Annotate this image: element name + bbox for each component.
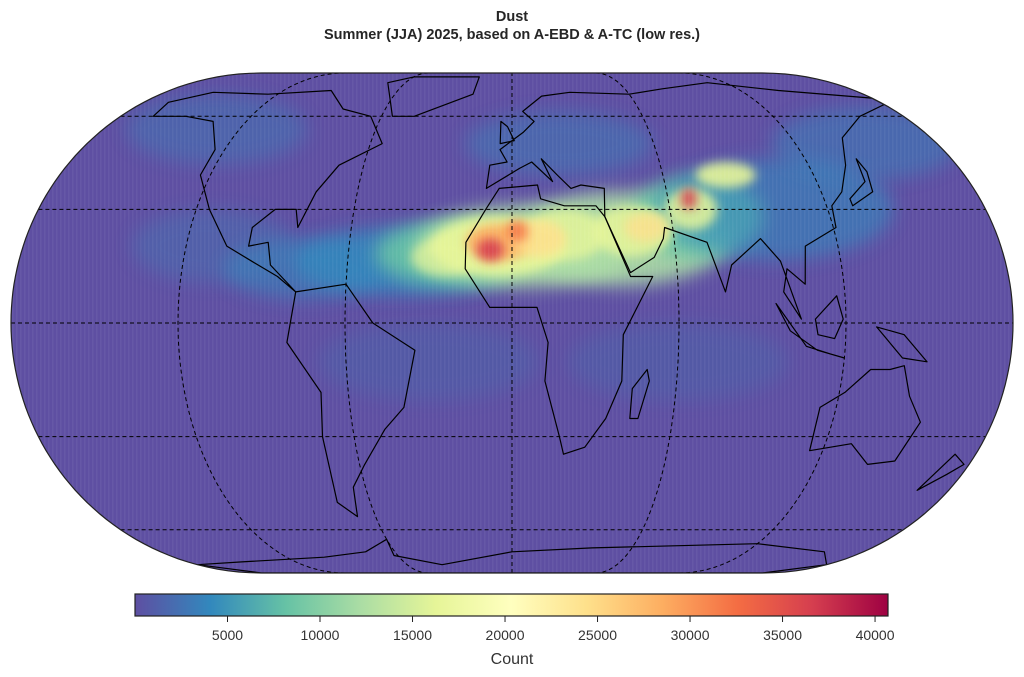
coastline-north-america [152,89,383,293]
coastline-antarctica [196,538,828,573]
coastline-south-america [286,283,416,518]
dust-count-map [10,72,1014,574]
coastline-madagascar [629,368,650,420]
figure-subtitle: Summer (JJA) 2025, based on A-EBD & A-TC… [323,27,700,43]
coastlines [152,76,965,573]
colorbar-tick-label: 25000 [578,627,617,643]
coastline-new-zealand [916,453,965,491]
colorbar-tick-label: 30000 [671,627,710,643]
colorbar-tick-label: 5000 [212,627,243,643]
colorbar-gradient [134,593,889,617]
coastline-australia [809,365,921,465]
coastline-japan [849,158,874,207]
coastline-eurasia [485,82,885,320]
colorbar-tick-label: 35000 [763,627,802,643]
figure-title: Dust [495,9,529,25]
colorbar-tick-label: 20000 [486,627,525,643]
coastline-africa [464,184,654,455]
map-boundary [10,72,1014,574]
coastline-greenland [387,76,480,117]
meridian--120 [177,73,346,573]
graticule [11,73,1013,573]
colorbar-tick-label: 10000 [301,627,340,643]
coastline-britain [499,120,515,145]
colorbar-tick-label: 40000 [856,627,895,643]
meridian-120 [678,73,847,573]
colorbar-label: Count [491,651,534,668]
coastline-new-guinea [876,326,928,363]
coastline-borneo [814,295,844,340]
colorbar-tick-label: 15000 [393,627,432,643]
